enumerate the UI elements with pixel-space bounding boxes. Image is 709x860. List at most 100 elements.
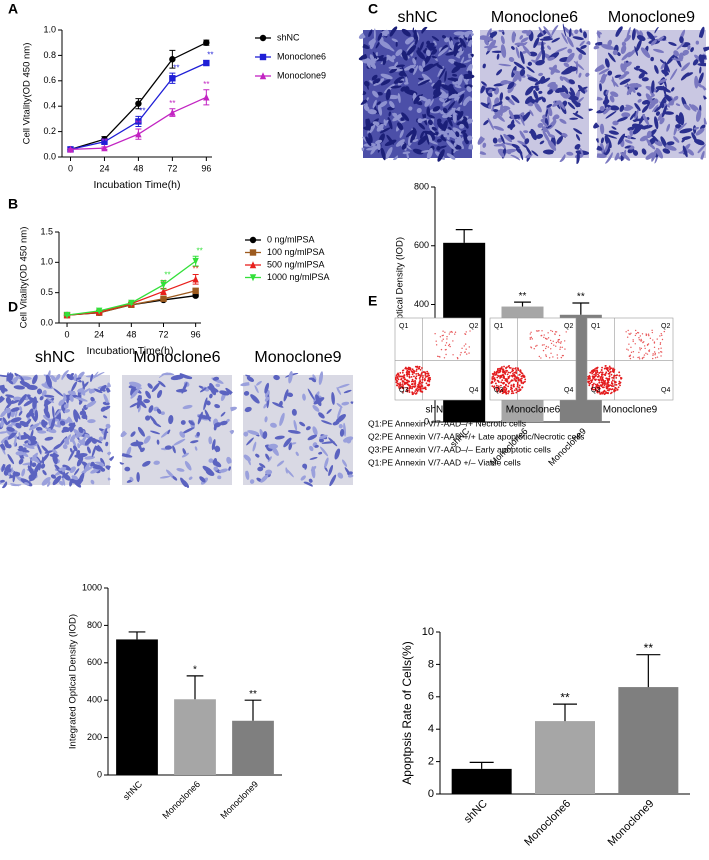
cell <box>626 135 632 140</box>
event-dot <box>657 348 660 350</box>
panel-label: D <box>8 299 18 315</box>
event-dot <box>615 387 617 390</box>
cell <box>585 72 590 78</box>
event-dot <box>661 338 664 341</box>
event-dot <box>406 373 409 376</box>
event-dot <box>555 345 557 347</box>
cell <box>424 98 431 107</box>
event-dot <box>434 333 436 335</box>
event-dot <box>412 385 414 388</box>
event-dot <box>652 354 654 356</box>
event-dot <box>533 348 535 350</box>
cell <box>432 105 441 112</box>
event-dot <box>428 383 431 386</box>
cell <box>599 123 605 135</box>
event-dot <box>604 365 607 367</box>
event-dot <box>500 367 502 370</box>
cell <box>373 28 376 41</box>
cell <box>213 457 218 466</box>
image-label: shNC <box>425 405 450 416</box>
event-dot <box>491 385 494 388</box>
cell <box>433 40 437 46</box>
cell <box>425 131 430 145</box>
event-dot <box>421 376 424 379</box>
cell <box>395 49 403 57</box>
cell <box>519 114 525 126</box>
event-dot <box>591 372 594 375</box>
event-dot <box>493 385 496 388</box>
cell <box>91 437 97 444</box>
cell <box>574 144 581 150</box>
cell <box>555 47 568 53</box>
event-dot <box>463 345 465 347</box>
cell <box>646 138 653 148</box>
cell <box>527 61 533 66</box>
cell <box>380 73 393 80</box>
cell <box>436 145 447 150</box>
cell <box>637 68 648 75</box>
quadrant-label: Q2 <box>564 323 573 330</box>
cell <box>78 426 84 434</box>
cell <box>442 107 448 114</box>
event-dot <box>601 366 603 369</box>
cell <box>199 387 207 393</box>
event-dot <box>547 332 549 334</box>
event-dot <box>638 351 640 354</box>
event-dot <box>564 348 566 350</box>
cell <box>365 116 371 131</box>
cell <box>176 467 185 472</box>
cell <box>666 123 671 132</box>
cell <box>279 412 285 427</box>
cell <box>501 142 506 149</box>
cell <box>497 137 503 143</box>
event-dot <box>550 342 553 345</box>
event-dot <box>606 382 609 385</box>
cell <box>218 468 228 473</box>
event-dot <box>419 388 422 391</box>
event-dot <box>504 377 507 380</box>
event-dot <box>596 375 599 378</box>
event-dot <box>607 391 609 394</box>
event-dot <box>507 376 510 378</box>
micrograph <box>593 26 709 164</box>
marker <box>192 292 199 299</box>
event-dot <box>529 333 531 335</box>
cell <box>287 429 301 434</box>
event-dot <box>639 347 641 349</box>
event-dot <box>465 353 468 355</box>
cell <box>688 103 697 112</box>
cell <box>514 118 521 125</box>
event-dot <box>632 339 634 341</box>
event-dot <box>601 374 603 377</box>
cell <box>387 116 393 130</box>
event-dot <box>557 340 559 343</box>
significance: ** <box>139 106 145 115</box>
cell <box>651 80 655 94</box>
cell <box>6 426 15 432</box>
cell <box>540 77 551 84</box>
event-dot <box>609 370 612 373</box>
cell <box>213 466 219 471</box>
event-dot <box>616 388 619 391</box>
cell <box>46 398 55 403</box>
cell <box>546 103 553 108</box>
cell <box>406 41 415 52</box>
cell <box>654 65 659 74</box>
error-bar <box>469 761 494 769</box>
cell <box>641 99 650 105</box>
cell <box>15 451 25 456</box>
cell <box>291 442 297 445</box>
y-tick-label: 8 <box>428 658 434 670</box>
cell <box>395 64 405 68</box>
cell <box>535 86 540 92</box>
series: ** ** <box>63 265 199 319</box>
cell <box>699 66 702 74</box>
event-dot <box>519 388 522 391</box>
event-dot <box>408 371 411 374</box>
cell <box>429 98 434 107</box>
cell <box>466 135 473 141</box>
cell <box>676 42 685 50</box>
cell <box>159 475 171 479</box>
event-dot <box>643 345 646 347</box>
cell <box>380 147 386 161</box>
